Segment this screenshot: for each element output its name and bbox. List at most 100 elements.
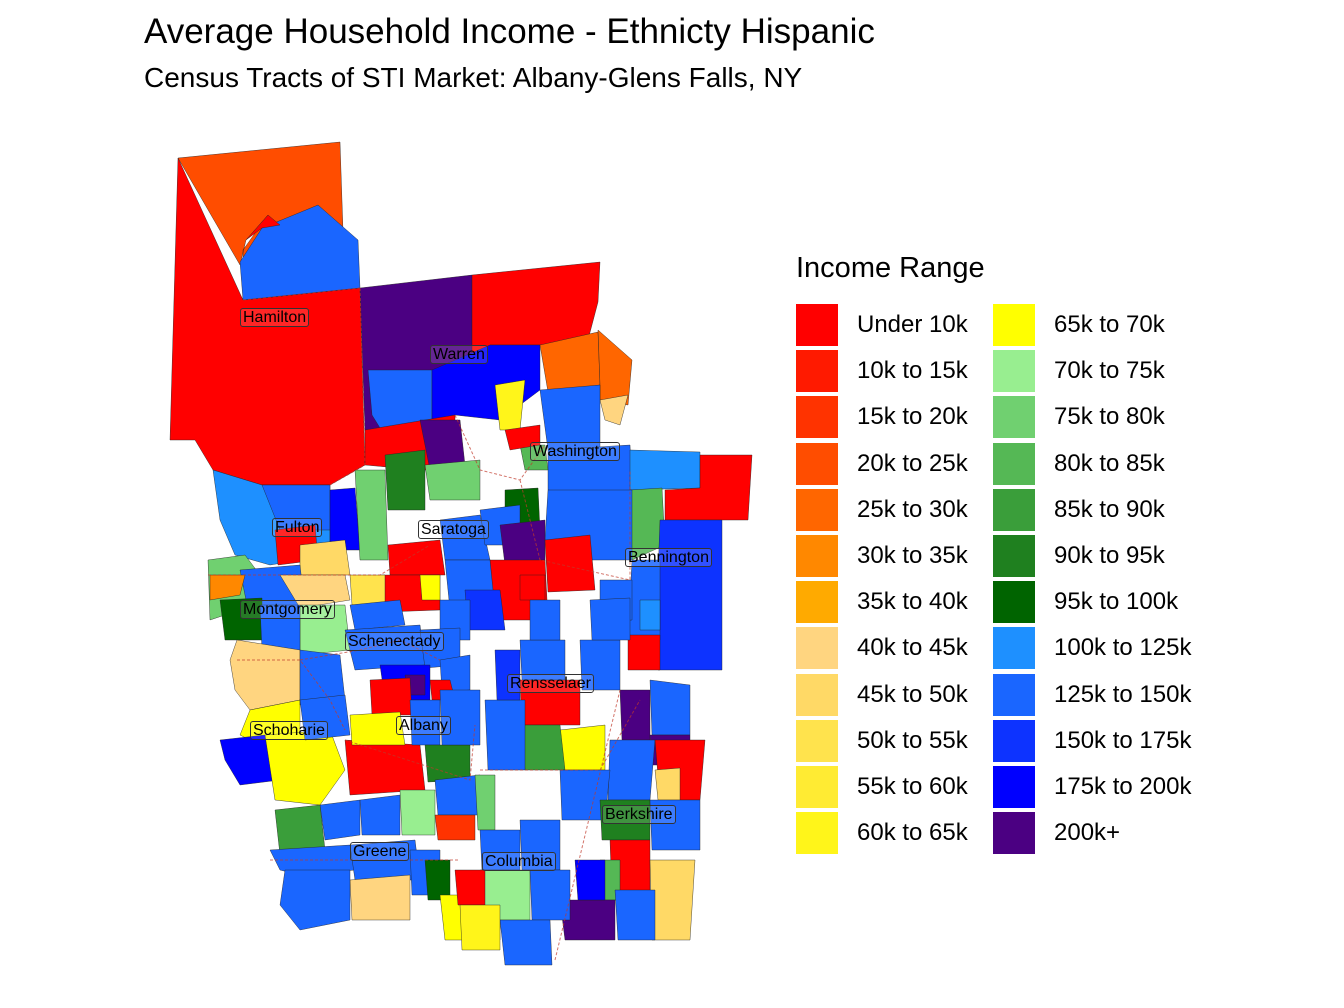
legend-swatch [796, 304, 838, 346]
legend-label: 30k to 35k [857, 542, 968, 569]
census-tract [319, 799, 361, 841]
legend-item: Under 10k [796, 302, 968, 348]
census-tract [499, 519, 546, 566]
census-tract [499, 919, 553, 966]
census-tract [219, 734, 281, 786]
census-tract [459, 904, 501, 951]
legend-label: 50k to 55k [857, 726, 968, 754]
legend-swatch [993, 442, 1035, 485]
legend-label: 70k to 75k [1054, 357, 1165, 385]
census-tract [464, 589, 506, 631]
legend-item: 10k to 15k [796, 348, 968, 394]
census-tract [419, 574, 441, 601]
census-tract [544, 534, 596, 593]
legend-swatch [993, 350, 1035, 393]
legend-label: 55k to 60k [857, 773, 968, 800]
legend-item: 150k to 175k [993, 718, 1191, 764]
legend-item: 70k to 75k [993, 348, 1165, 394]
legend-swatch [993, 535, 1035, 577]
census-tract [599, 394, 629, 426]
census-tract [639, 599, 661, 631]
census-tract [424, 744, 471, 783]
county-label-warren: Warren [430, 345, 488, 364]
census-tract [614, 889, 656, 941]
census-tract [574, 859, 606, 901]
legend-label: 40k to 45k [857, 634, 968, 662]
legend-label: 15k to 20k [857, 403, 968, 431]
census-tract [597, 329, 633, 406]
county-label-bennington: Bennington [625, 548, 712, 567]
census-tract [349, 599, 406, 631]
census-tract [387, 539, 446, 576]
legend-label: 20k to 25k [857, 449, 968, 477]
legend-item: 30k to 35k [796, 533, 968, 579]
census-tract [344, 739, 426, 796]
legend-swatch [993, 396, 1035, 439]
legend-item: 40k to 45k [796, 625, 968, 671]
legend-item: 90k to 95k [993, 533, 1165, 579]
legend-item: 15k to 20k [796, 394, 968, 440]
census-tract [359, 794, 401, 836]
county-label-berkshire: Berkshire [602, 805, 676, 824]
census-tracts [169, 141, 753, 966]
census-tract [474, 774, 496, 831]
legend-item: 200k+ [993, 810, 1120, 856]
census-tract [649, 799, 701, 851]
legend-item: 20k to 25k [796, 441, 968, 487]
census-tract [369, 677, 413, 716]
legend-item: 25k to 30k [796, 487, 968, 533]
census-tract [264, 729, 346, 806]
census-tract [367, 369, 433, 429]
legend-label: 95k to 100k [1054, 588, 1179, 616]
legend-swatch [993, 581, 1035, 624]
county-label-schoharie: Schoharie [250, 721, 329, 740]
legend-swatch [993, 766, 1035, 808]
legend-item: 125k to 150k [993, 672, 1191, 718]
legend-label: 175k to 200k [1054, 773, 1192, 800]
legend-label: 45k to 50k [857, 680, 968, 708]
legend-item: 100k to 125k [993, 625, 1191, 671]
county-label-schenectady: Schenectady [345, 632, 444, 651]
legend-item: 85k to 90k [993, 487, 1165, 533]
legend-swatch [993, 627, 1035, 670]
census-tract [354, 469, 389, 561]
census-tract [349, 574, 386, 606]
county-label-rensselaer: Rensselaer [507, 674, 594, 693]
legend-swatch [796, 719, 838, 762]
legend-label: 25k to 30k [857, 495, 968, 523]
legend-swatch [993, 719, 1035, 762]
legend-label: 35k to 40k [857, 588, 968, 616]
legend-item: 50k to 55k [796, 718, 968, 764]
census-tract [245, 214, 281, 241]
legend-label: 90k to 95k [1054, 542, 1165, 569]
census-tract [539, 384, 601, 451]
legend-label: 100k to 125k [1054, 634, 1192, 662]
legend-label: 10k to 15k [857, 357, 968, 385]
legend-label: 125k to 150k [1054, 680, 1192, 708]
legend-title: Income Range [796, 252, 985, 284]
legend-item: 45k to 50k [796, 672, 968, 718]
legend-swatch [993, 812, 1035, 855]
census-tract [619, 689, 651, 741]
county-label-saratoga: Saratoga [418, 520, 489, 539]
census-tract [649, 679, 691, 736]
census-tract [299, 539, 351, 576]
county-label-albany: Albany [396, 716, 451, 735]
legend-label: 75k to 80k [1054, 403, 1165, 431]
legend-label: 200k+ [1054, 819, 1121, 847]
census-tract [484, 699, 526, 771]
census-tract [654, 767, 681, 801]
census-tract [454, 869, 486, 906]
legend-item: 75k to 80k [993, 394, 1165, 440]
county-label-montgomery: Montgomery [240, 600, 335, 619]
legend-item: 65k to 70k [993, 302, 1165, 348]
census-tract [299, 694, 351, 741]
legend-item: 35k to 40k [796, 579, 968, 625]
census-tract [627, 634, 661, 671]
legend-item: 175k to 200k [993, 764, 1191, 810]
legend-swatch [796, 766, 838, 808]
legend-swatch [993, 304, 1035, 346]
legend-swatch [993, 488, 1035, 531]
census-tract [279, 869, 351, 931]
